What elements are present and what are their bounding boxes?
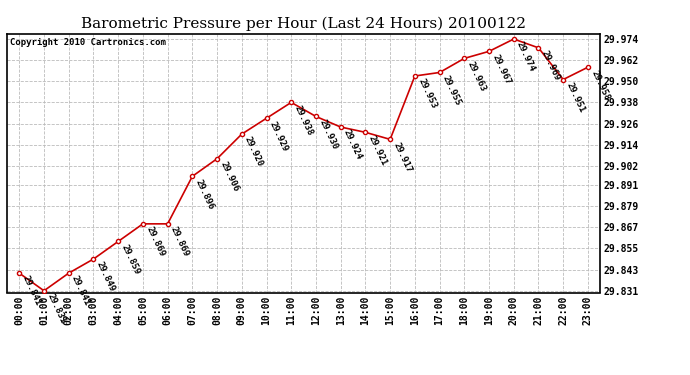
Text: 29.869: 29.869 — [169, 225, 191, 258]
Text: Copyright 2010 Cartronics.com: Copyright 2010 Cartronics.com — [10, 38, 166, 46]
Text: 29.906: 29.906 — [219, 160, 240, 193]
Text: 29.929: 29.929 — [268, 120, 290, 153]
Text: 29.841: 29.841 — [70, 274, 92, 308]
Text: 29.974: 29.974 — [515, 40, 537, 74]
Text: 29.951: 29.951 — [564, 81, 586, 114]
Text: 29.917: 29.917 — [391, 141, 413, 174]
Text: 29.841: 29.841 — [21, 274, 43, 308]
Text: 29.969: 29.969 — [540, 49, 562, 82]
Text: 29.958: 29.958 — [589, 69, 611, 102]
Text: 29.869: 29.869 — [144, 225, 166, 258]
Text: 29.967: 29.967 — [491, 53, 512, 86]
Text: 29.963: 29.963 — [466, 60, 488, 93]
Text: 29.849: 29.849 — [95, 261, 117, 294]
Text: 29.859: 29.859 — [119, 243, 141, 276]
Title: Barometric Pressure per Hour (Last 24 Hours) 20100122: Barometric Pressure per Hour (Last 24 Ho… — [81, 17, 526, 31]
Text: 29.924: 29.924 — [342, 128, 364, 162]
Text: 29.896: 29.896 — [194, 178, 215, 211]
Text: 29.930: 29.930 — [317, 118, 339, 151]
Text: 29.955: 29.955 — [441, 74, 463, 107]
Text: 29.921: 29.921 — [367, 134, 388, 167]
Text: 29.953: 29.953 — [416, 77, 438, 110]
Text: 29.938: 29.938 — [293, 104, 315, 137]
Text: 29.920: 29.920 — [243, 135, 265, 168]
Text: 29.831: 29.831 — [46, 292, 67, 325]
